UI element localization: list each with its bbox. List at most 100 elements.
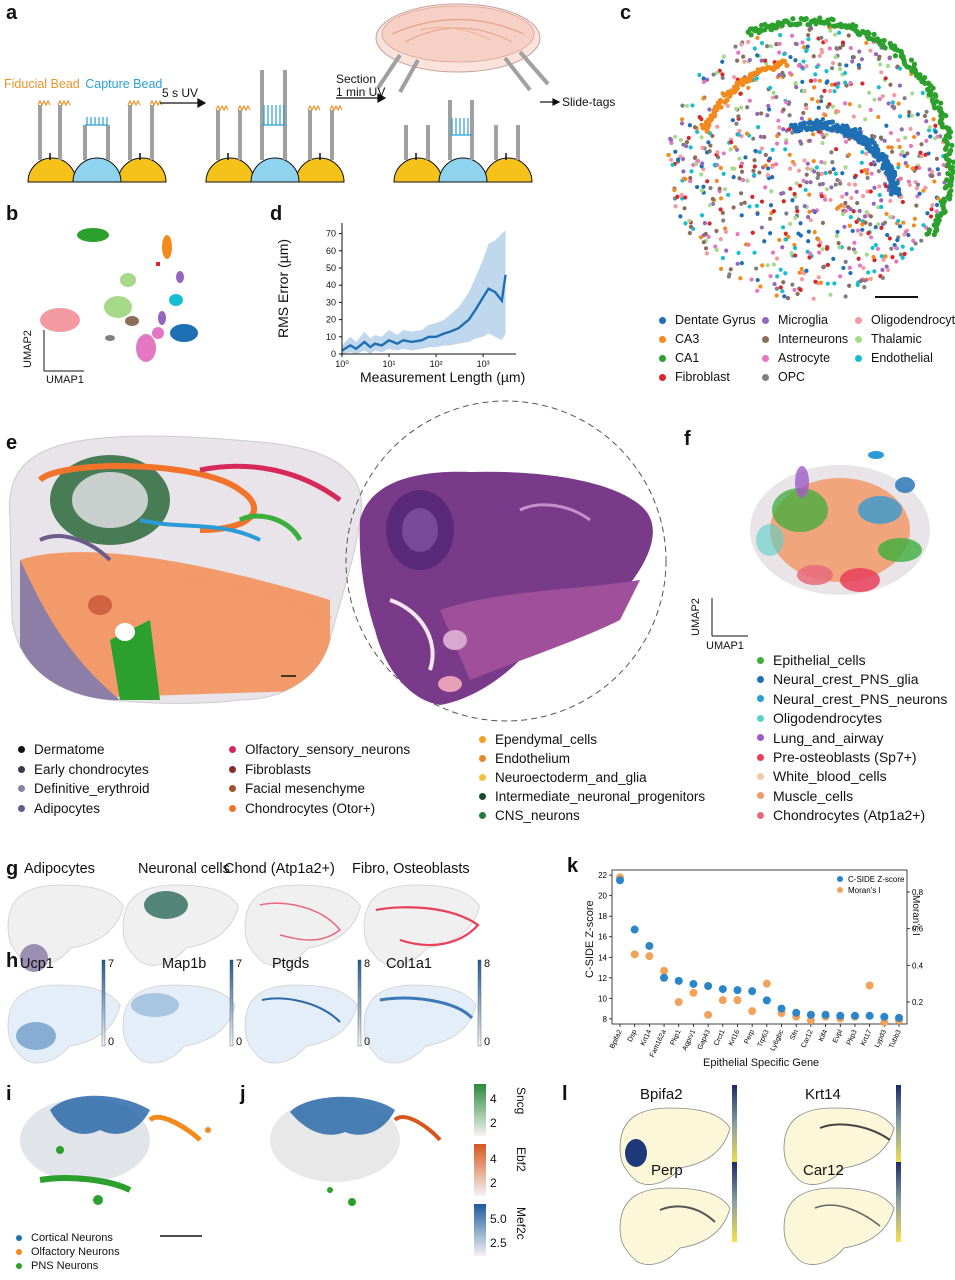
uv-minute-label: 1 min UV [336, 85, 386, 99]
y-tick-label: 10 [326, 332, 336, 342]
legend-swatch [757, 695, 764, 703]
cell-dot [733, 145, 738, 150]
cell-dot [925, 211, 930, 216]
cell-dot [927, 125, 932, 130]
x-tick-label: 10³ [477, 359, 490, 369]
legend-item: Oligodendrocytes [757, 710, 882, 726]
cell-dot [910, 91, 915, 96]
cell-dot [687, 123, 693, 128]
cell-dot [914, 203, 919, 208]
cell-dot [891, 105, 897, 110]
legend-swatch [855, 354, 862, 362]
cell-dot [701, 240, 706, 245]
cell-dot [806, 229, 811, 234]
zscore-point [895, 1013, 903, 1022]
cell-dot [738, 91, 743, 96]
cell-dot [718, 196, 724, 201]
cell-dot [707, 202, 713, 208]
y-tick-label: 20 [598, 892, 607, 901]
cell-dot [815, 99, 820, 104]
cell-dot [771, 209, 776, 214]
cell-dot [847, 182, 852, 187]
y2-tick-label: 0.4 [912, 961, 924, 970]
cell-dot [835, 177, 840, 183]
cell-dot [781, 73, 786, 78]
cell-dot [849, 195, 854, 200]
cell-dot [832, 89, 837, 94]
cell-dot [781, 58, 788, 64]
cell-dot [714, 178, 719, 183]
cell-dot [883, 76, 888, 81]
cell-dot [877, 96, 882, 102]
cell-dot [794, 205, 799, 210]
cell-dot [748, 32, 754, 38]
cell-dot [894, 259, 899, 264]
cell-dot [801, 270, 806, 276]
cell-dot [701, 79, 707, 84]
cell-dot [792, 245, 798, 251]
y-tick-label: 60 [326, 246, 336, 256]
chondrocyte-region [259, 902, 342, 941]
cell-dot [678, 137, 684, 143]
cell-dot [783, 231, 788, 236]
legend-label: PNS Neurons [31, 1260, 99, 1272]
cell-dot [897, 114, 903, 119]
legend-swatch [762, 373, 769, 381]
cell-dot [715, 124, 720, 129]
y2-tick-label: 0.6 [912, 925, 924, 934]
cell-dot [781, 127, 786, 132]
legend-label: Pre-osteoblasts (Sp7+) [773, 749, 917, 765]
cell-dot [850, 59, 855, 64]
cell-dot [805, 44, 810, 49]
legend-item: Neural_crest_PNS_glia [757, 671, 919, 687]
cell-dot [883, 254, 888, 259]
cell-dot [872, 258, 877, 263]
legend-item: Interneurons [762, 332, 848, 346]
expression-hotspot [659, 1205, 716, 1223]
cell-dot [855, 200, 860, 206]
cell-dot [768, 203, 774, 208]
cell-dot [746, 85, 751, 90]
cell-dot [698, 235, 704, 240]
legend-label: C-SIDE Z-score [848, 875, 905, 884]
cell-dot [695, 129, 700, 134]
cell-dot [824, 68, 829, 74]
cell-dot [790, 16, 796, 22]
cell-dot [730, 166, 735, 171]
legend-item: Fibroblasts [229, 762, 311, 777]
panel-f-umap [711, 451, 930, 637]
cell-dot [879, 198, 884, 203]
cell-dot [939, 124, 946, 130]
cell-dot [879, 70, 884, 75]
cell-dot [780, 289, 785, 294]
cell-dot [811, 54, 816, 59]
cell-dot [808, 217, 813, 223]
cell-dot [856, 256, 861, 261]
cell-dot [816, 275, 821, 280]
cell-dot [798, 221, 803, 226]
cell-dot [906, 64, 912, 70]
cell-dot [896, 101, 901, 106]
legend-item: Chondrocytes (Atp1a2+) [757, 807, 925, 823]
x-tick-label: Sfn [789, 1029, 800, 1042]
cell-dot [875, 157, 882, 163]
zscore-point [850, 1011, 859, 1020]
legend-label: Muscle_cells [773, 787, 854, 804]
cell-dot [859, 57, 865, 62]
cell-dot [706, 140, 711, 145]
cell-dot [864, 40, 869, 46]
cell-dot [829, 82, 834, 87]
cell-dot [799, 277, 805, 282]
cell-dot [847, 265, 852, 270]
cell-dot [745, 105, 750, 110]
cell-dot [739, 105, 744, 110]
cell-dot [707, 107, 712, 112]
cell-dot [812, 78, 818, 83]
cell-dot [864, 171, 870, 176]
cell-dot [705, 77, 710, 82]
legend-label: Fibroblast [675, 370, 730, 384]
cell-dot [763, 163, 768, 168]
cell-dot [736, 250, 741, 255]
cell-dot [717, 186, 722, 191]
cell-dot [841, 265, 846, 271]
